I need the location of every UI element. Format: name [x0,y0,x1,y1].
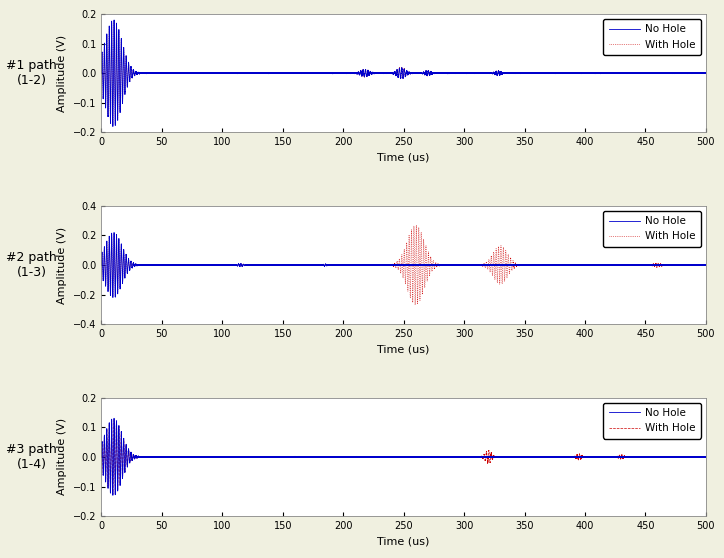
Text: #1 path
(1-2): #1 path (1-2) [7,59,57,87]
With Hole [138,70,147,76]
No Hole [110,17,119,23]
With Hole [412,222,421,228]
No Hole [138,454,147,460]
X-axis label: Time (us): Time (us) [377,537,430,547]
With Hole [243,262,251,268]
No Hole [461,262,470,268]
With Hole [329,454,337,460]
No Hole [329,70,337,76]
With Hole [243,454,251,460]
Text: #2 path
(1-3): #2 path (1-3) [7,251,57,279]
With Hole [461,454,470,460]
With Hole [138,454,147,460]
No Hole [425,262,434,268]
X-axis label: Time (us): Time (us) [377,345,430,355]
With Hole [546,262,555,268]
No Hole [109,294,117,301]
With Hole [243,70,251,76]
No Hole [97,262,106,268]
No Hole [97,454,106,460]
With Hole [109,491,117,498]
With Hole [97,70,106,76]
Line: With Hole: With Hole [101,225,706,305]
No Hole [243,70,251,76]
No Hole [461,70,470,76]
Line: With Hole: With Hole [101,22,706,125]
With Hole [702,262,710,268]
No Hole [110,415,119,422]
No Hole [329,454,337,460]
No Hole [702,454,710,460]
With Hole [546,454,555,460]
With Hole [138,262,147,268]
With Hole [97,262,106,268]
No Hole [97,70,106,76]
No Hole [461,454,470,460]
With Hole [461,70,470,76]
Legend: No Hole, With Hole: No Hole, With Hole [603,211,701,247]
With Hole [329,70,337,76]
With Hole [109,122,117,128]
With Hole [702,70,710,76]
No Hole [546,262,555,268]
Y-axis label: Amplitude (V): Amplitude (V) [57,418,67,496]
Line: No Hole: No Hole [101,233,706,297]
With Hole [425,271,434,277]
With Hole [425,72,434,79]
Line: No Hole: No Hole [101,418,706,496]
No Hole [109,123,117,130]
Text: #3 path
(1-4): #3 path (1-4) [7,443,57,471]
No Hole [546,454,555,460]
With Hole [461,262,470,268]
Legend: No Hole, With Hole: No Hole, With Hole [603,403,701,439]
No Hole [425,454,434,460]
With Hole [110,416,119,423]
With Hole [411,302,419,309]
No Hole [138,262,147,268]
With Hole [97,454,106,460]
No Hole [425,71,434,78]
Legend: No Hole, With Hole: No Hole, With Hole [603,19,701,55]
No Hole [138,70,147,76]
No Hole [243,262,251,268]
Line: With Hole: With Hole [101,420,706,494]
Line: No Hole: No Hole [101,20,706,127]
No Hole [243,454,251,460]
No Hole [329,262,337,268]
With Hole [425,454,434,460]
Y-axis label: Amplitude (V): Amplitude (V) [57,35,67,112]
No Hole [702,262,710,268]
With Hole [110,18,119,25]
No Hole [546,70,555,76]
Y-axis label: Amplitude (V): Amplitude (V) [57,227,67,304]
X-axis label: Time (us): Time (us) [377,153,430,163]
With Hole [329,262,337,268]
No Hole [110,229,119,236]
No Hole [702,70,710,76]
No Hole [109,492,117,499]
With Hole [702,454,710,460]
With Hole [546,70,555,76]
